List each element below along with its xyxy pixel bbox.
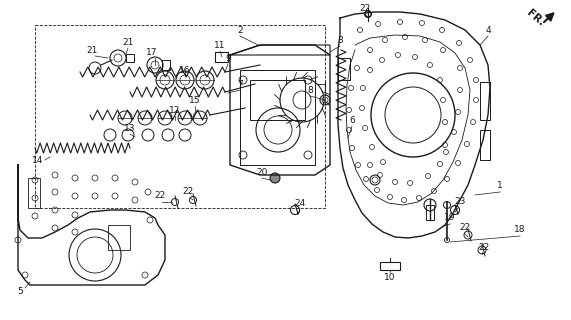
Text: 12: 12 <box>170 106 180 115</box>
Text: 18: 18 <box>514 226 526 235</box>
Text: 6: 6 <box>349 116 355 124</box>
Bar <box>480 82 490 120</box>
Text: 21: 21 <box>122 37 134 46</box>
Bar <box>250 80 305 120</box>
Text: 22: 22 <box>460 223 471 233</box>
Text: 11: 11 <box>214 41 226 50</box>
Text: 13: 13 <box>124 124 136 132</box>
Text: 21: 21 <box>86 45 98 54</box>
Text: 20: 20 <box>256 167 268 177</box>
Text: 22: 22 <box>359 4 371 12</box>
Text: 23: 23 <box>455 197 466 206</box>
Text: 8: 8 <box>307 85 313 94</box>
Bar <box>426 205 434 220</box>
Text: 24: 24 <box>295 199 305 209</box>
Text: FR.: FR. <box>524 8 546 28</box>
Text: 5: 5 <box>17 287 23 297</box>
Text: 19: 19 <box>444 213 456 222</box>
Bar <box>380 262 400 270</box>
Text: 7: 7 <box>237 79 243 89</box>
Text: 22: 22 <box>154 191 166 201</box>
Text: 1: 1 <box>497 180 503 189</box>
Bar <box>338 58 350 80</box>
Text: 22: 22 <box>182 188 194 196</box>
Text: 15: 15 <box>189 95 201 105</box>
Bar <box>108 225 130 250</box>
Text: 3: 3 <box>337 36 343 44</box>
Bar <box>162 60 170 70</box>
Bar <box>215 52 228 62</box>
Text: 4: 4 <box>485 26 491 35</box>
Bar <box>480 130 490 160</box>
Text: 2: 2 <box>237 26 243 35</box>
Bar <box>126 54 134 62</box>
Text: 14: 14 <box>33 156 44 164</box>
Text: 9: 9 <box>225 53 231 62</box>
Text: 17: 17 <box>146 47 158 57</box>
Bar <box>28 178 40 208</box>
Text: 10: 10 <box>384 274 396 283</box>
Text: 22: 22 <box>478 244 489 252</box>
Text: 16: 16 <box>179 66 191 75</box>
Circle shape <box>270 173 280 183</box>
Bar <box>240 70 315 165</box>
